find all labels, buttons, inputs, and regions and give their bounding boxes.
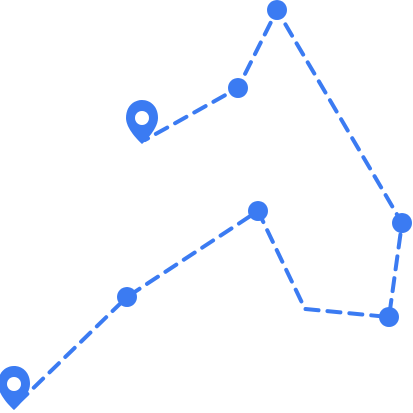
waypoint-dot [248,201,268,221]
waypoint-dot [228,78,248,98]
waypoint-dot [117,287,137,307]
map-pin-icon [0,366,30,410]
route-path [16,8,404,405]
map-pin-icon [126,100,158,144]
waypoint-dot [267,0,287,20]
waypoint-dot [379,307,399,327]
waypoint-dot [392,213,412,233]
